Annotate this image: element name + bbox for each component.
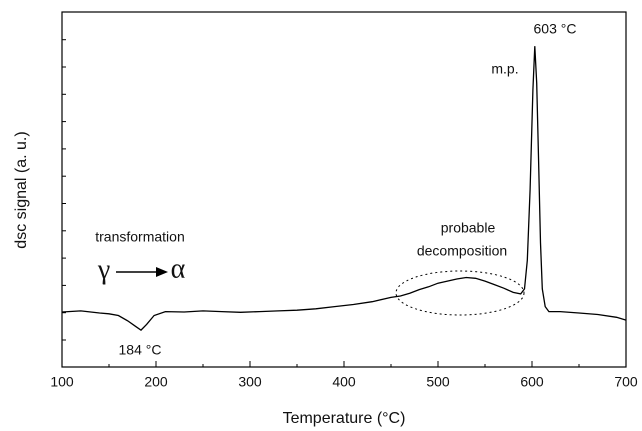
x-tick-label: 200 xyxy=(144,374,168,390)
plot-frame xyxy=(61,11,627,368)
x-tick-label: 600 xyxy=(520,374,544,390)
annotation: decomposition xyxy=(417,243,507,259)
annotation: α xyxy=(171,253,186,284)
x-tick-label: 300 xyxy=(238,374,262,390)
y-axis-title: dsc signal (a. u.) xyxy=(13,131,30,248)
annotation-ellipse xyxy=(395,270,525,316)
x-tick-label: 500 xyxy=(426,374,450,390)
annotation: m.p. xyxy=(491,61,518,77)
data-line xyxy=(61,46,627,331)
annotation: γ xyxy=(97,254,110,285)
annotation: 603 °C xyxy=(534,21,577,37)
x-axis-title: Temperature (°C) xyxy=(283,410,406,427)
annotation: 184 °C xyxy=(119,342,162,358)
x-tick-label: 100 xyxy=(50,374,74,390)
x-tick-label: 700 xyxy=(614,374,638,390)
annotation: transformation xyxy=(95,229,184,245)
annotation: probable xyxy=(441,220,496,236)
arrow-head xyxy=(156,267,168,277)
x-tick-label: 400 xyxy=(332,374,356,390)
